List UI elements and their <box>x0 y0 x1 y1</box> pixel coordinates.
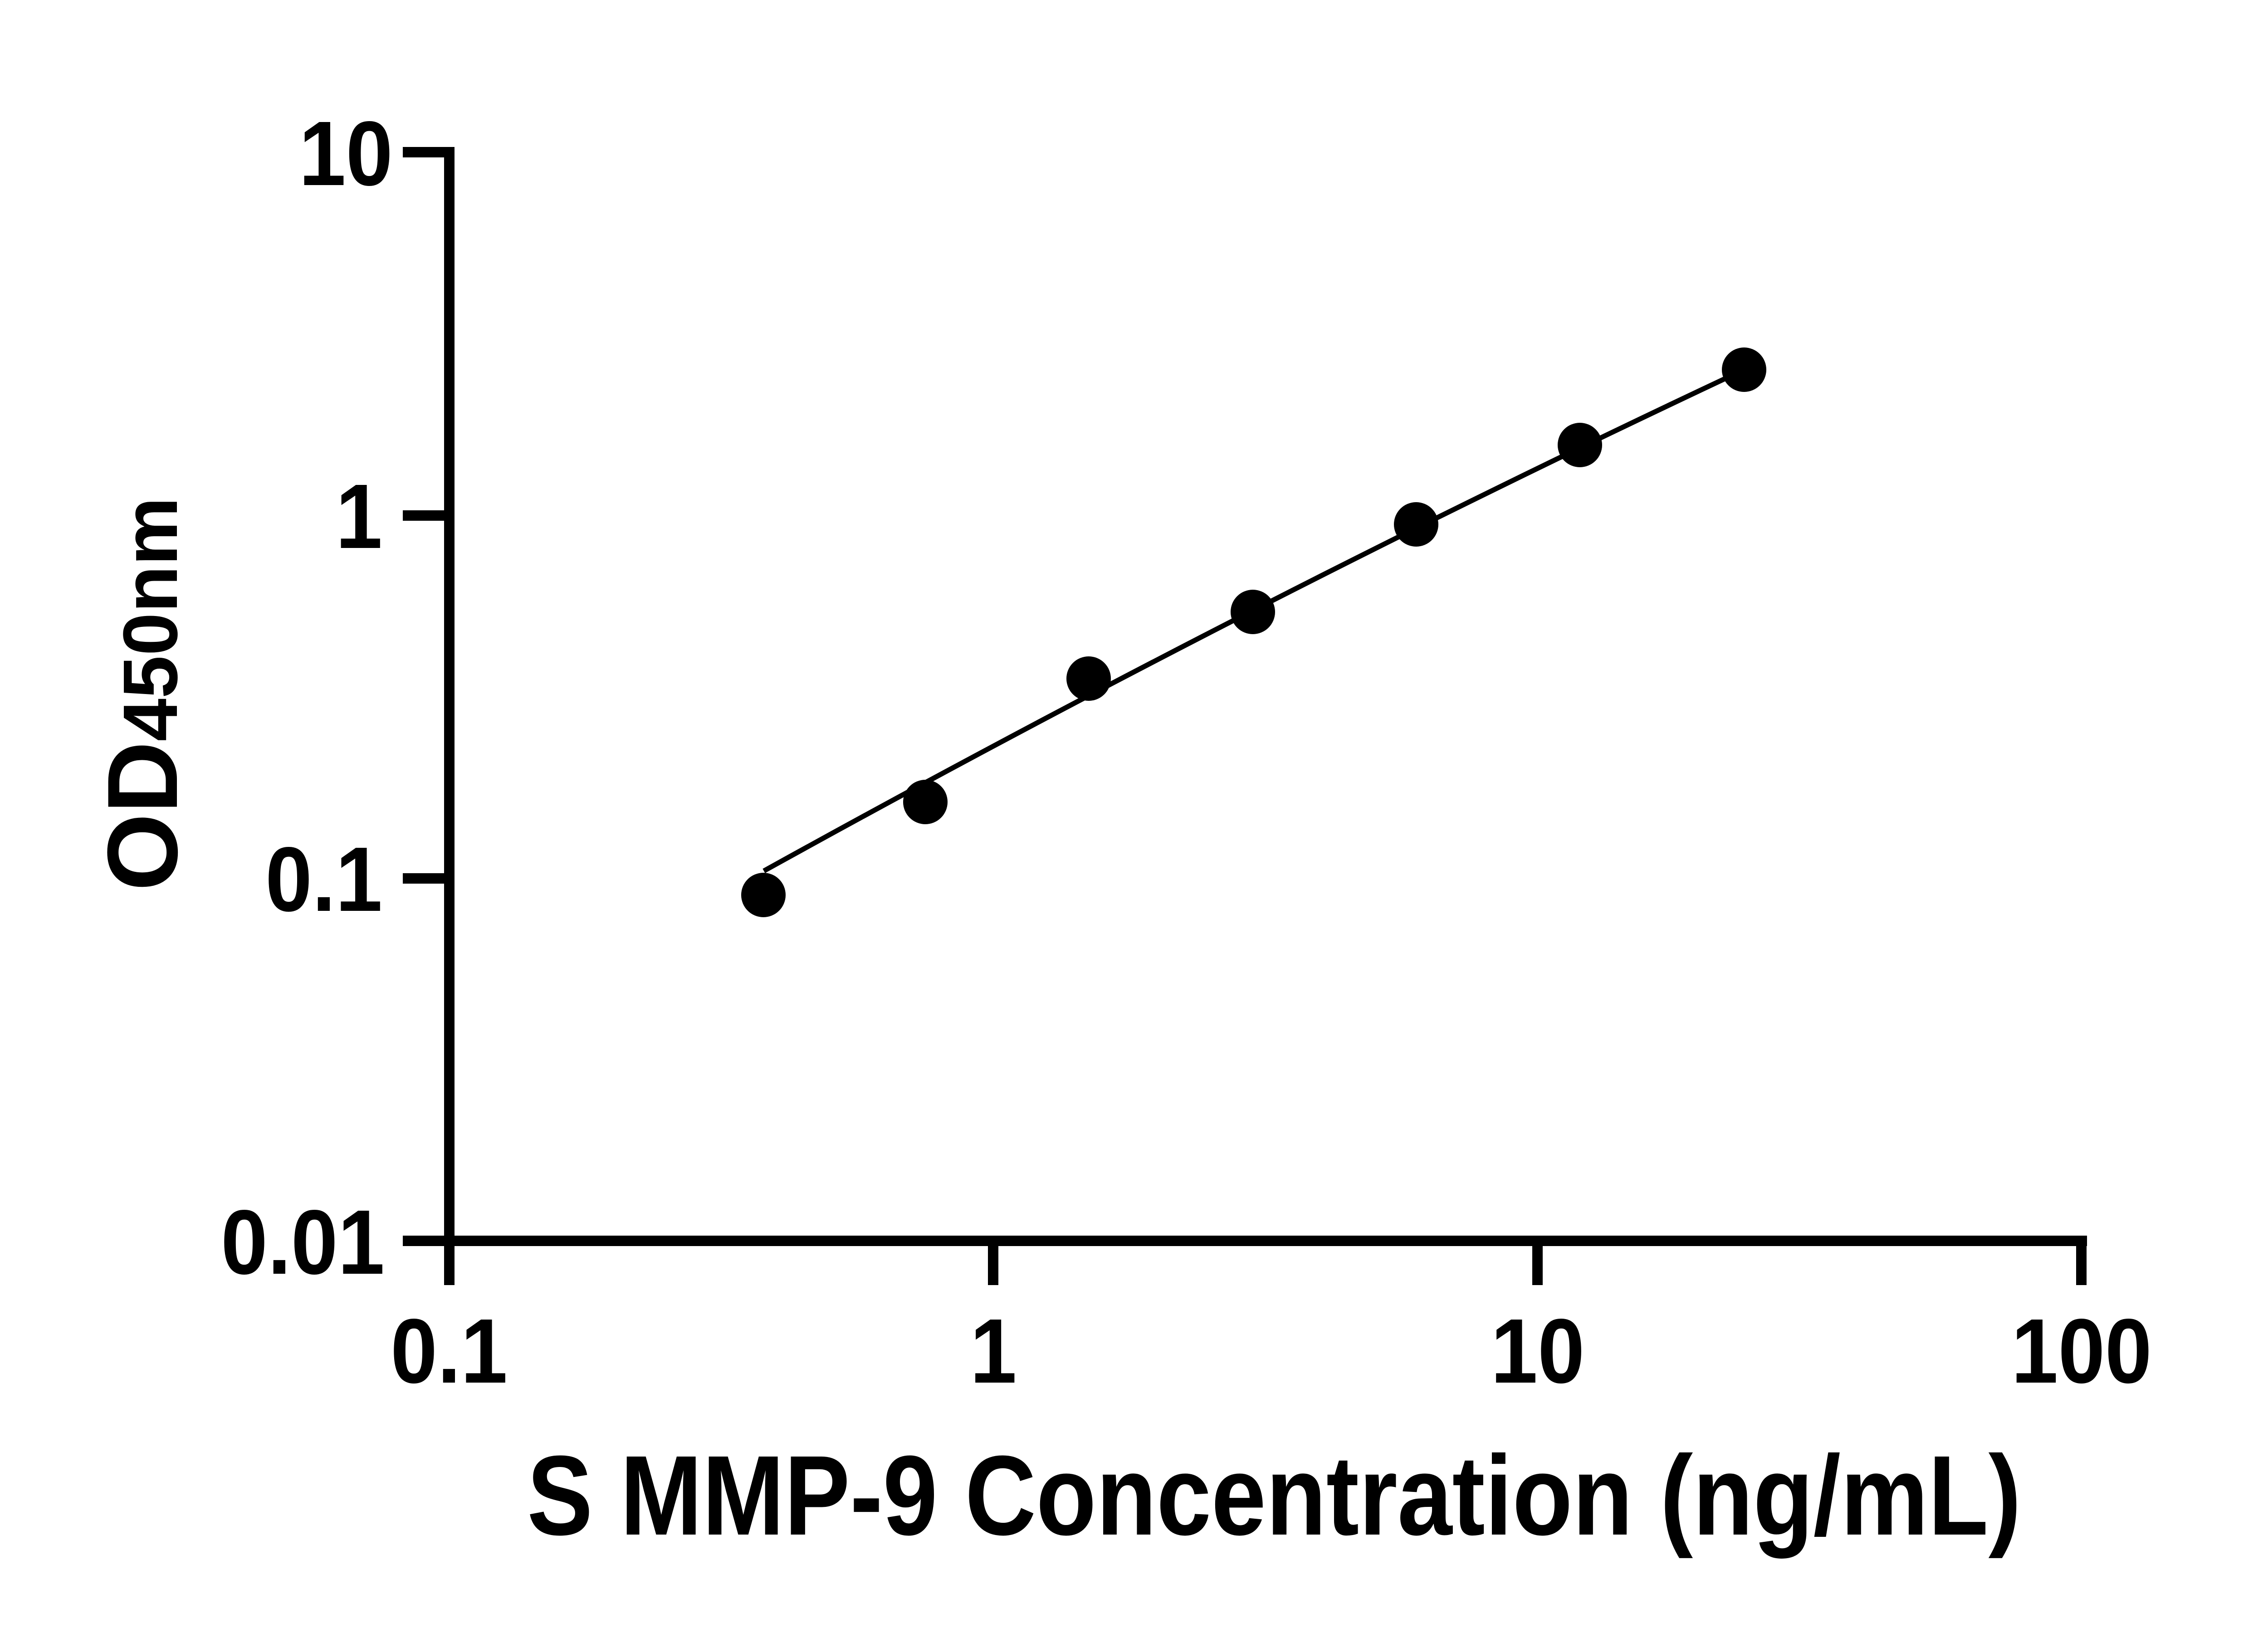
svg-text:0.01: 0.01 <box>221 1191 385 1293</box>
svg-text:1: 1 <box>970 1300 1017 1402</box>
svg-text:1: 1 <box>336 465 382 567</box>
svg-text:100: 100 <box>2011 1300 2152 1402</box>
svg-text:S MMP-9 Concentration (ng/mL): S MMP-9 Concentration (ng/mL) <box>527 1432 2021 1559</box>
svg-text:0.1: 0.1 <box>265 828 382 930</box>
svg-text:0.1: 0.1 <box>391 1300 508 1402</box>
svg-text:10: 10 <box>299 102 393 205</box>
svg-text:OD450nm: OD450nm <box>87 497 198 891</box>
svg-text:10: 10 <box>1491 1300 1585 1402</box>
